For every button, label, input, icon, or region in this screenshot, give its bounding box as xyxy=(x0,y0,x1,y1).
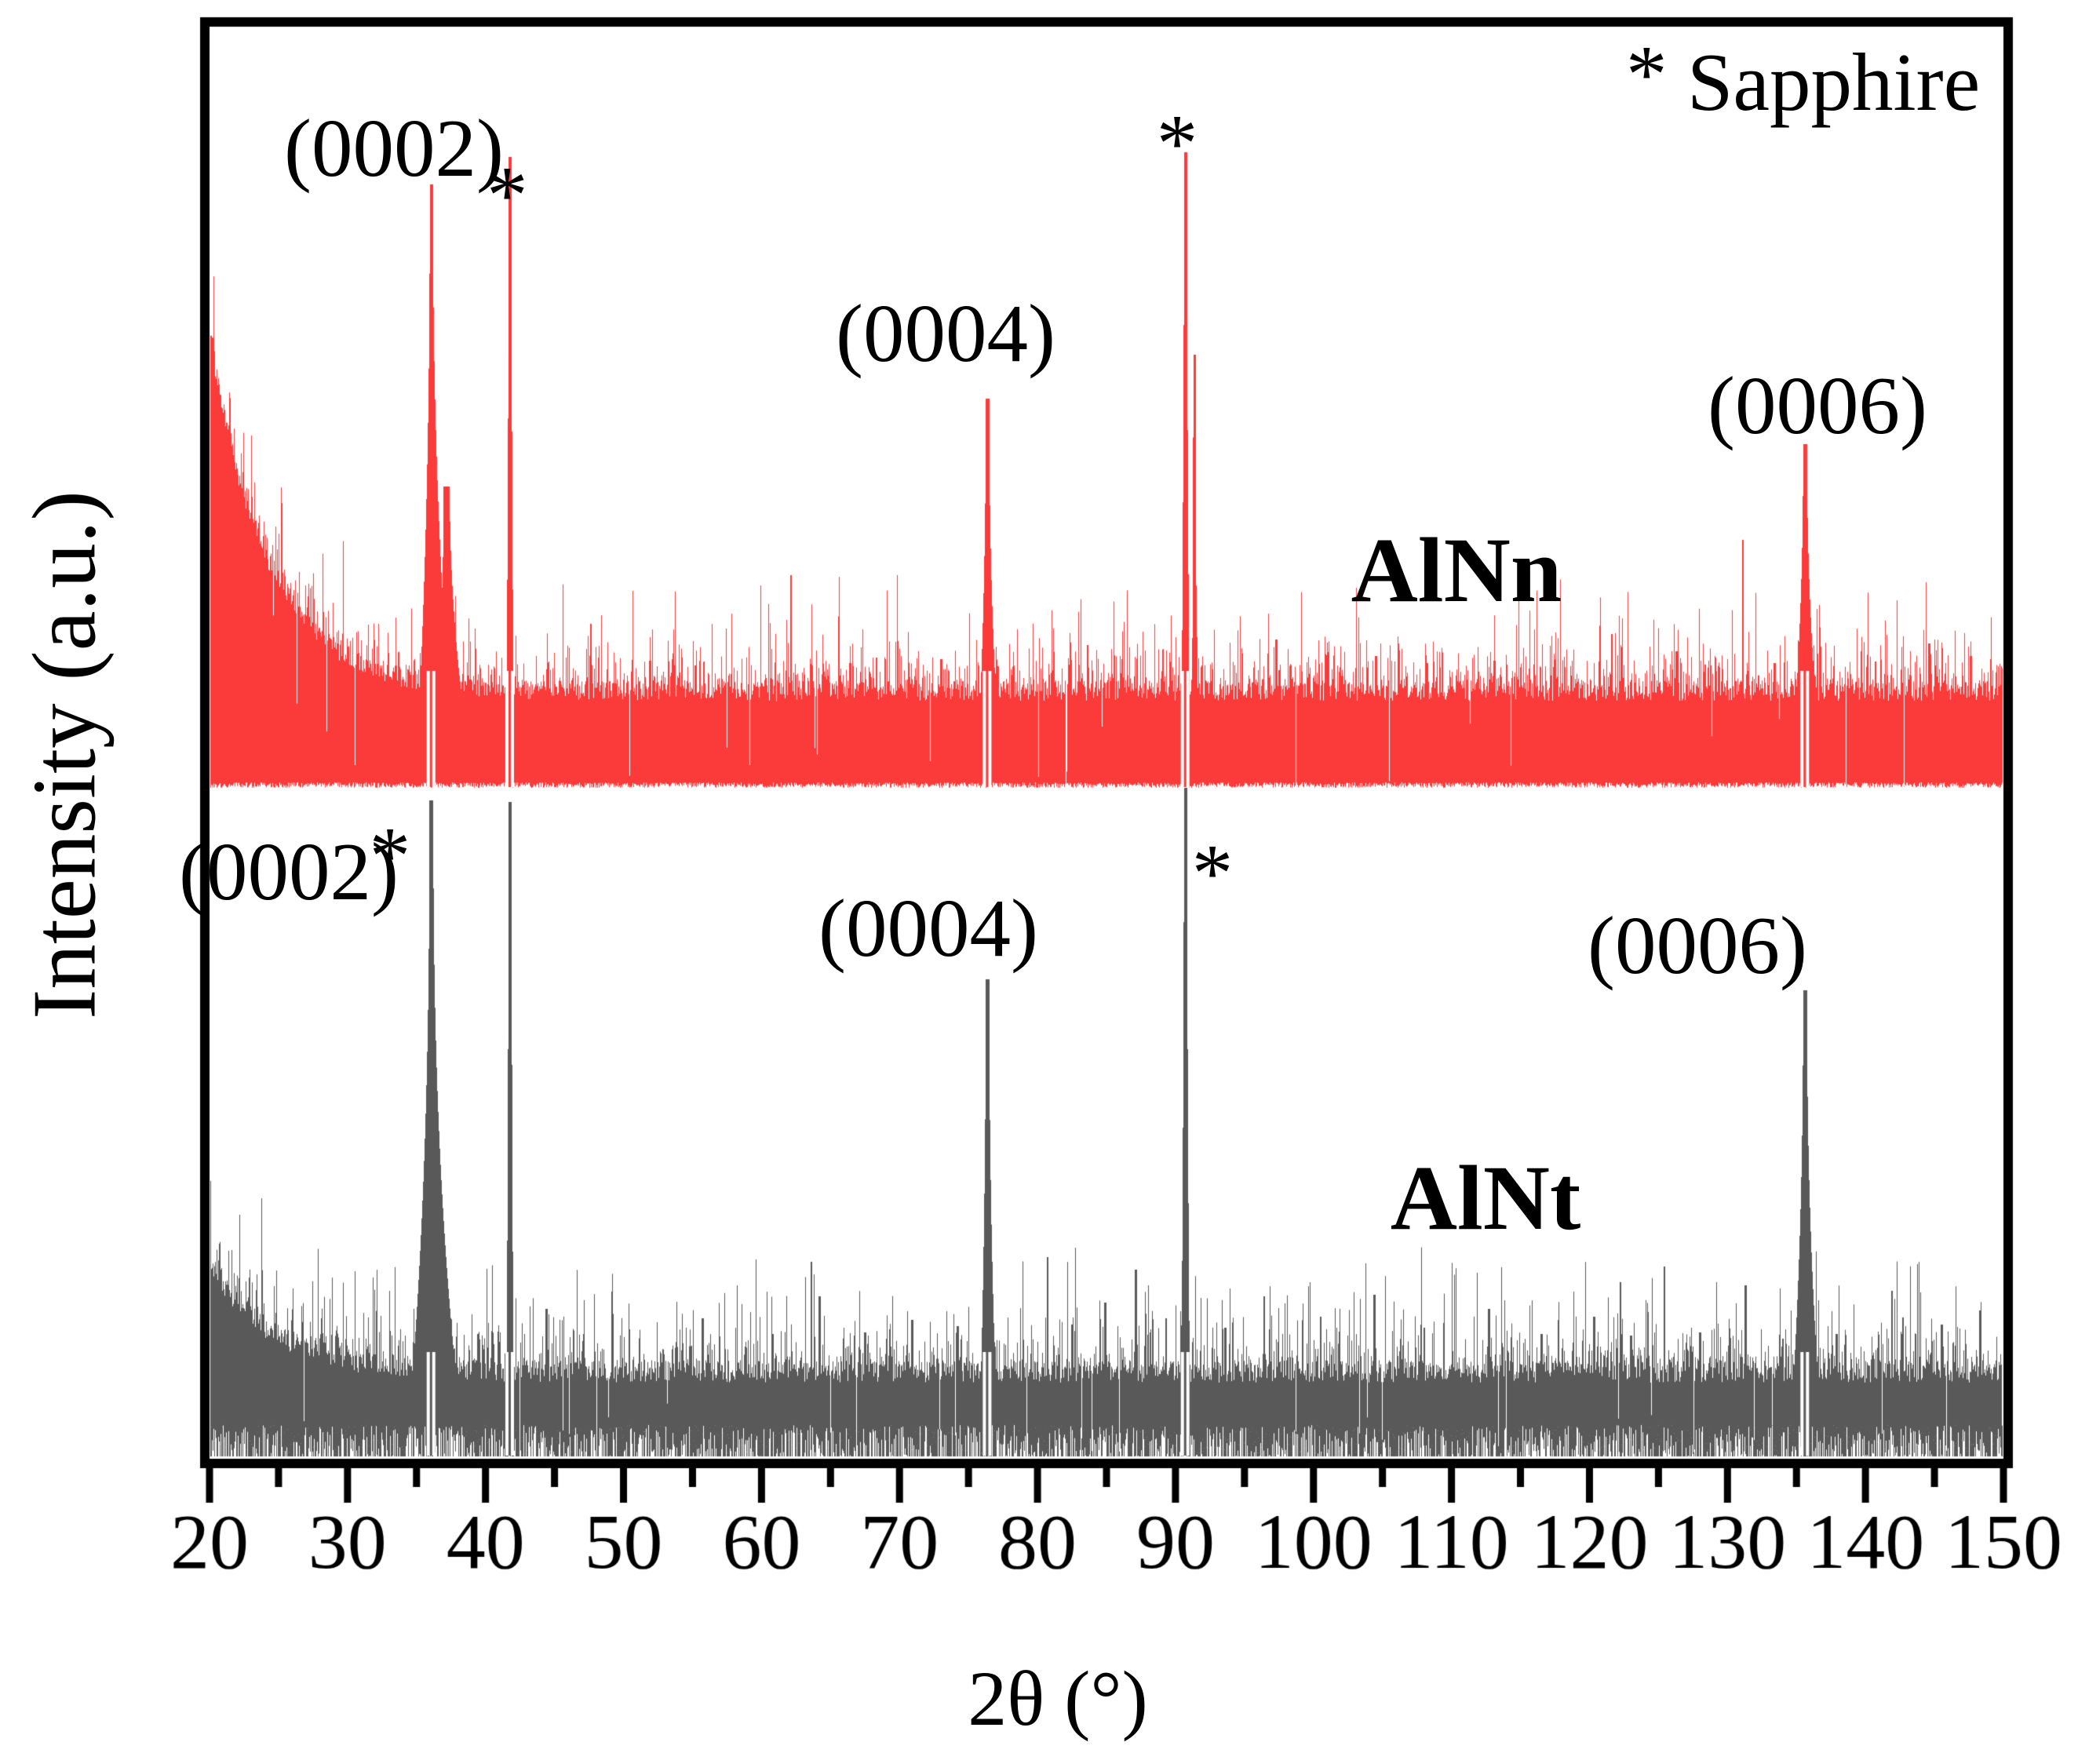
legend-sapphire-label: Sapphire xyxy=(1687,36,1981,128)
peak-label-alnt-0006: (0006) xyxy=(1588,899,1807,991)
peak-label-alnn-sapphire-90-asterisk-icon: * xyxy=(1156,97,1198,189)
series-label-alnn: AlNn xyxy=(1351,519,1562,621)
peak-label-alnn-0006: (0006) xyxy=(1708,359,1927,451)
peak-label-alnn-0002: (0002) xyxy=(284,102,504,194)
peak-label-alnn-0004: (0004) xyxy=(836,287,1055,379)
peak-label-alnt-0004: (0004) xyxy=(818,882,1038,974)
peak-label-alnn-sapphire-41-asterisk-icon: * xyxy=(487,149,528,241)
peak-label-alnt-sapphire-41-asterisk-icon: * xyxy=(369,810,411,902)
series-label-alnt: AlNt xyxy=(1390,1146,1581,1249)
y-axis-label: Intensity (a.u.) xyxy=(14,490,115,1019)
peak-label-alnt-0002: (0002) xyxy=(179,826,399,917)
x-axis-label: 2θ (°) xyxy=(968,1655,1148,1742)
legend-sapphire-asterisk-icon: * xyxy=(1626,28,1668,120)
peak-label-alnt-sapphire-90-asterisk-icon: * xyxy=(1191,827,1234,919)
